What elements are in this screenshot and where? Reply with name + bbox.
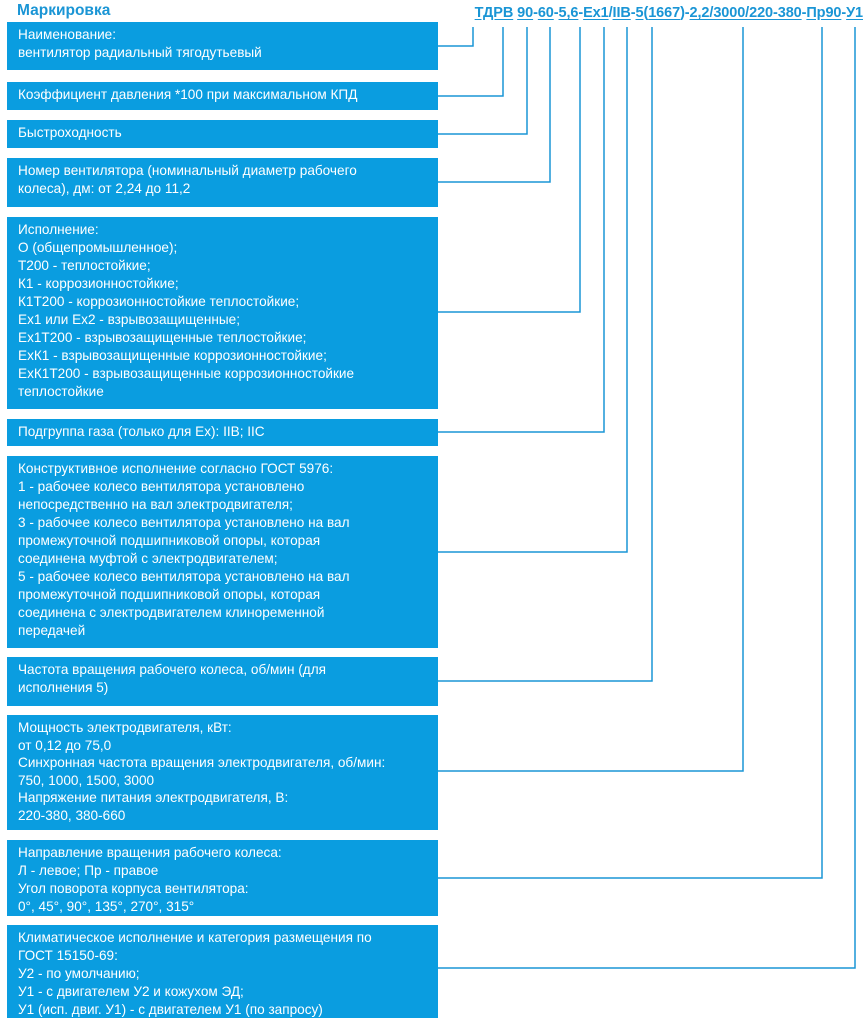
connector-fan-number bbox=[438, 27, 551, 183]
box-fan-number: Номер вентилятора (номинальный диаметр р… bbox=[7, 158, 438, 207]
connector-impeller-speed bbox=[438, 27, 653, 682]
box-text-line: исполнения 5) bbox=[18, 680, 109, 695]
box-text-line: ЕхК1 - взрывозащищенные коррозионностойк… bbox=[18, 348, 327, 363]
box-text-line: Ех1 или Ех2 - взрывозащищенные; bbox=[18, 312, 240, 327]
box-text-line: 5 - рабочее колесо вентилятора установле… bbox=[18, 569, 350, 584]
box-text-line: 750, 1000, 1500, 3000 bbox=[18, 772, 155, 788]
box-text-line: Угол поворота корпуса вентилятора: bbox=[18, 881, 249, 896]
box-text-line: К1 - коррозионностойкие; bbox=[18, 276, 179, 291]
box-motor: Мощность электродвигателя, кВт: от 0,12 д… bbox=[7, 715, 438, 830]
code-segment: Пр90 bbox=[806, 5, 842, 21]
box-text-line: Л - левое; Пр - правое bbox=[18, 863, 159, 878]
box-text-line: непосредственно на вал электродвигателя; bbox=[18, 497, 293, 512]
box-text-line: Подгруппа газа (только для Ех): IIB; IIC bbox=[18, 424, 265, 439]
box-text-line: соединена с электродвигателем клиноремен… bbox=[18, 605, 325, 620]
connector-pressure-coefficient bbox=[438, 27, 504, 97]
box-text-line: У1 (исп. двиг. У1) - с двигателем У1 (по… bbox=[18, 1002, 323, 1017]
box-text-line: Т200 - теплостойкие; bbox=[18, 258, 151, 273]
code-separator: - bbox=[841, 5, 847, 21]
box-text-line: Климатическое исполнение и категория раз… bbox=[18, 930, 372, 945]
code-separator: - bbox=[630, 5, 636, 21]
code-separator: ( bbox=[643, 5, 649, 21]
box-text-line: Направление вращения рабочего колеса: bbox=[18, 845, 282, 860]
connector-speed-coefficient bbox=[438, 27, 528, 135]
code-segment: 1667 bbox=[648, 5, 681, 21]
code-segment: 5,6 bbox=[558, 5, 579, 21]
box-text-line: Синхронная частота вращения электродвига… bbox=[18, 755, 386, 770]
connector-naming bbox=[438, 27, 474, 47]
box-text-line: теплостойкие bbox=[18, 384, 104, 399]
box-text-line: от 0,12 до 75,0 bbox=[18, 737, 112, 753]
marking-code: ТДРВ 90-60-5,6-Ех1/IIB-5(1667)-2,2/3000/… bbox=[475, 5, 863, 21]
code-segment: 60 bbox=[537, 5, 554, 21]
code-segment: IIB bbox=[612, 5, 631, 21]
box-text-line: передачей bbox=[18, 623, 86, 638]
code-separator: - bbox=[578, 5, 584, 21]
connector-climate-version bbox=[438, 27, 856, 969]
box-text-line: Конструктивное исполнение согласно ГОСТ … bbox=[18, 461, 334, 476]
box-text-line: Коэффициент давления *100 при максимальн… bbox=[18, 87, 358, 102]
box-speed-coefficient: Быстроходность bbox=[7, 120, 438, 148]
box-text-line: Ех1Т200 - взрывозащищенные теплостойкие; bbox=[18, 330, 307, 345]
connector-construction-version bbox=[438, 27, 628, 553]
box-design-version: Исполнение: О (общепромышленное); Т200 - т… bbox=[7, 217, 438, 409]
box-text-line: вентилятор радиальный тягодутьевый bbox=[18, 45, 262, 60]
box-text-line: Номер вентилятора (номинальный диаметр р… bbox=[18, 163, 357, 178]
box-text-line: Быстроходность bbox=[18, 125, 122, 140]
code-segment: 2,2/3000/220-380 bbox=[689, 5, 802, 21]
code-segment: 5 bbox=[635, 5, 644, 21]
code-segment: 90 bbox=[517, 5, 534, 21]
box-text-line: 1 - рабочее колесо вентилятора установле… bbox=[18, 479, 305, 494]
diagram-title: Маркировка bbox=[17, 2, 111, 19]
box-gas-subgroup: Подгруппа газа (только для Ех): IIB; IIC bbox=[7, 419, 438, 446]
code-separator: / bbox=[608, 5, 613, 21]
box-text-line: Исполнение: bbox=[18, 222, 99, 237]
box-text-line: Напряжение питания электродвигателя, В: bbox=[18, 790, 289, 805]
box-construction-version: Конструктивное исполнение согласно ГОСТ … bbox=[7, 456, 438, 648]
box-text-line: ЕхК1Т200 - взрывозащищенные коррозионнос… bbox=[18, 366, 355, 381]
box-text-line: О (общепромышленное); bbox=[18, 240, 178, 255]
box-text-line: Наименование: bbox=[18, 27, 117, 42]
box-text-line: 220-380, 380-660 bbox=[18, 807, 126, 823]
box-impeller-speed: Частота вращения рабочего колеса, об/мин… bbox=[7, 657, 438, 706]
code-separator: - bbox=[533, 5, 538, 21]
code-separator: ) bbox=[680, 5, 685, 21]
box-pressure-coefficient: Коэффициент давления *100 при максимальн… bbox=[7, 82, 438, 110]
code-separator: - bbox=[553, 5, 559, 21]
box-text-line: соединена муфтой с электродвигателем; bbox=[18, 551, 278, 566]
box-rotation-direction: Направление вращения рабочего колеса: Л -… bbox=[7, 840, 438, 916]
code-segment: ТДРВ bbox=[474, 5, 514, 21]
box-naming: Наименование: вентилятор радиальный тягод… bbox=[7, 22, 438, 70]
box-text-line: Частота вращения рабочего колеса, об/мин… bbox=[18, 662, 327, 677]
box-text-line: промежуточной подшипниковой опоры, котор… bbox=[18, 533, 321, 548]
code-segment: Ех1 bbox=[583, 5, 609, 21]
code-separator: - bbox=[684, 5, 690, 21]
box-text-line: У1 - с двигателем У2 и кожухом ЭД; bbox=[18, 984, 244, 999]
box-text-line: 3 - рабочее колесо вентилятора установле… bbox=[18, 515, 350, 530]
box-text-line: колеса), дм: от 2,24 до 11,2 bbox=[18, 181, 191, 196]
box-text-line: К1Т200 - коррозионностойкие теплостойкие… bbox=[18, 294, 300, 309]
connector-design-version bbox=[438, 27, 581, 313]
code-separator: - bbox=[801, 5, 807, 21]
code-segment: У1 bbox=[846, 5, 863, 21]
connector-gas-subgroup bbox=[438, 27, 605, 433]
connector-motor bbox=[438, 27, 744, 772]
box-text-line: 0°, 45°, 90°, 135°, 270°, 315° bbox=[18, 899, 195, 914]
box-text-line: ГОСТ 15150-69: bbox=[18, 948, 118, 963]
box-text-line: промежуточной подшипниковой опоры, котор… bbox=[18, 587, 321, 602]
connector-rotation-direction bbox=[438, 27, 823, 879]
box-climate-version: Климатическое исполнение и категория раз… bbox=[7, 925, 438, 1018]
box-text-line: У2 - по умолчанию; bbox=[18, 966, 140, 981]
box-text-line: Мощность электродвигателя, кВт: bbox=[18, 720, 232, 735]
